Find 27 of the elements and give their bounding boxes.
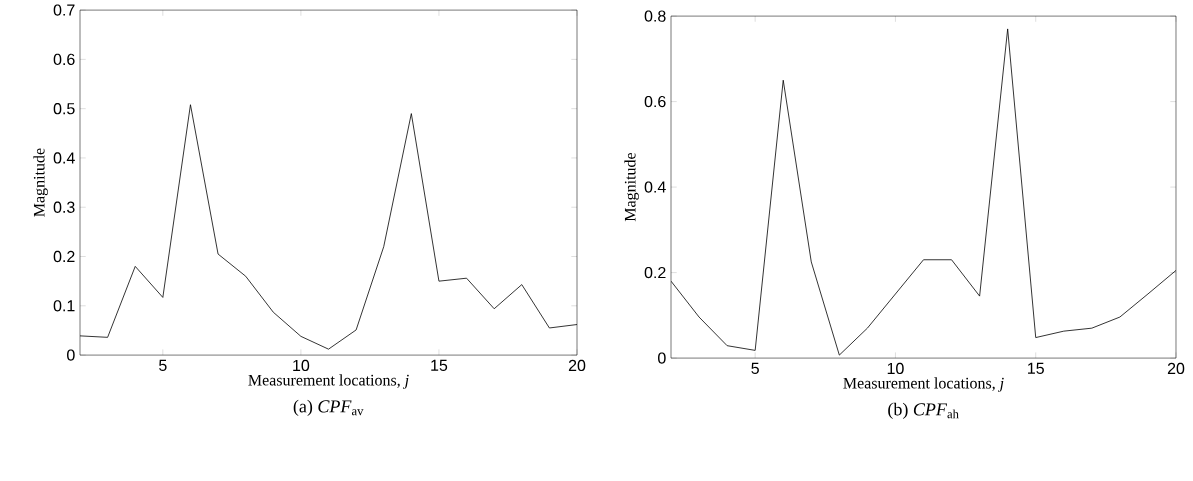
x-tick-label: 20	[568, 359, 586, 372]
x-tick-label: 5	[751, 362, 759, 374]
y-tick-label: 0	[658, 352, 666, 364]
y-tick-label: 0.2	[644, 266, 666, 279]
x-axis-title: Measurement locations, j	[248, 374, 409, 389]
y-tick-label: 0.6	[644, 95, 666, 108]
x-tick-label: 10	[293, 359, 310, 372]
x-tick-label: 15	[1028, 362, 1044, 374]
y-tick-label: 0.8	[644, 10, 666, 22]
text: (a) CPF$_{av}$	[293, 399, 364, 417]
y-axis-title: Magnitude	[624, 152, 639, 222]
y-tick-label: 0.6	[53, 53, 75, 66]
x-tick-label: 20	[1167, 362, 1185, 375]
y-tick-label: 0.1	[53, 300, 75, 312]
x-tick-label: 15	[431, 359, 448, 371]
y-tick-label: 0.5	[53, 102, 75, 115]
text: (b) CPF$_{ah}$	[888, 402, 959, 420]
y-axis-title: Magnitude	[33, 148, 48, 217]
y-tick-label: 0.7	[53, 4, 75, 16]
y-tick-label: 0.4	[644, 181, 666, 193]
y-tick-label: 0.4	[53, 152, 75, 164]
y-tick-label: 0.2	[53, 250, 75, 263]
x-tick-label: 10	[887, 362, 904, 375]
y-tick-label: 0	[67, 349, 75, 361]
x-tick-label: 5	[159, 359, 167, 371]
x-axis-title: Measurement locations, j	[843, 377, 1004, 392]
y-tick-label: 0.3	[53, 201, 75, 213]
